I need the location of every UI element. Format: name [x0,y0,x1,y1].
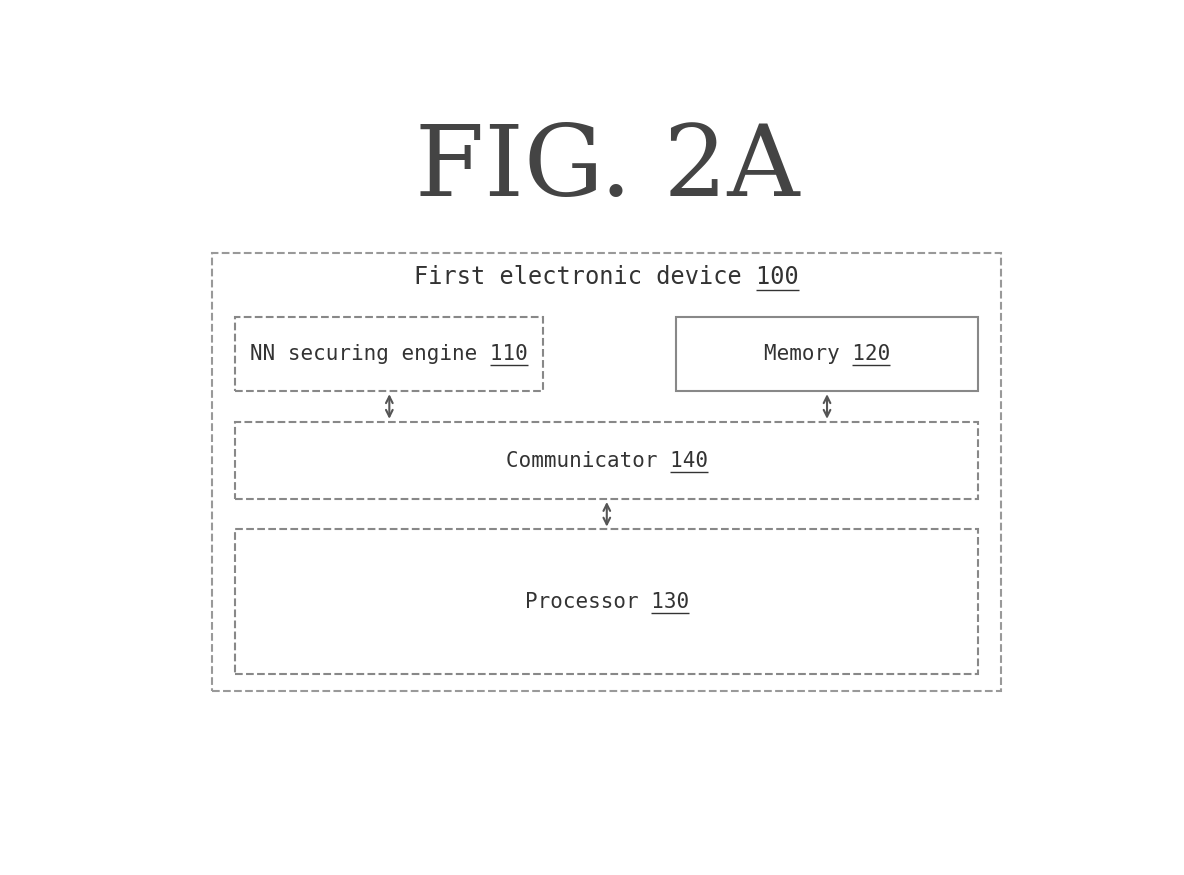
Bar [676,318,978,391]
Text: Communicator 140: Communicator 140 [506,451,708,471]
Text: Memory 120: Memory 120 [764,344,890,364]
Bar [236,318,542,391]
Bar [236,422,978,499]
Bar [236,529,978,675]
Text: FIG. 2A: FIG. 2A [414,121,799,217]
Bar [212,253,1002,691]
Text: Processor 130: Processor 130 [525,592,689,612]
Text: NN securing engine 110: NN securing engine 110 [251,344,528,364]
Text: First electronic device 100: First electronic device 100 [414,265,799,289]
